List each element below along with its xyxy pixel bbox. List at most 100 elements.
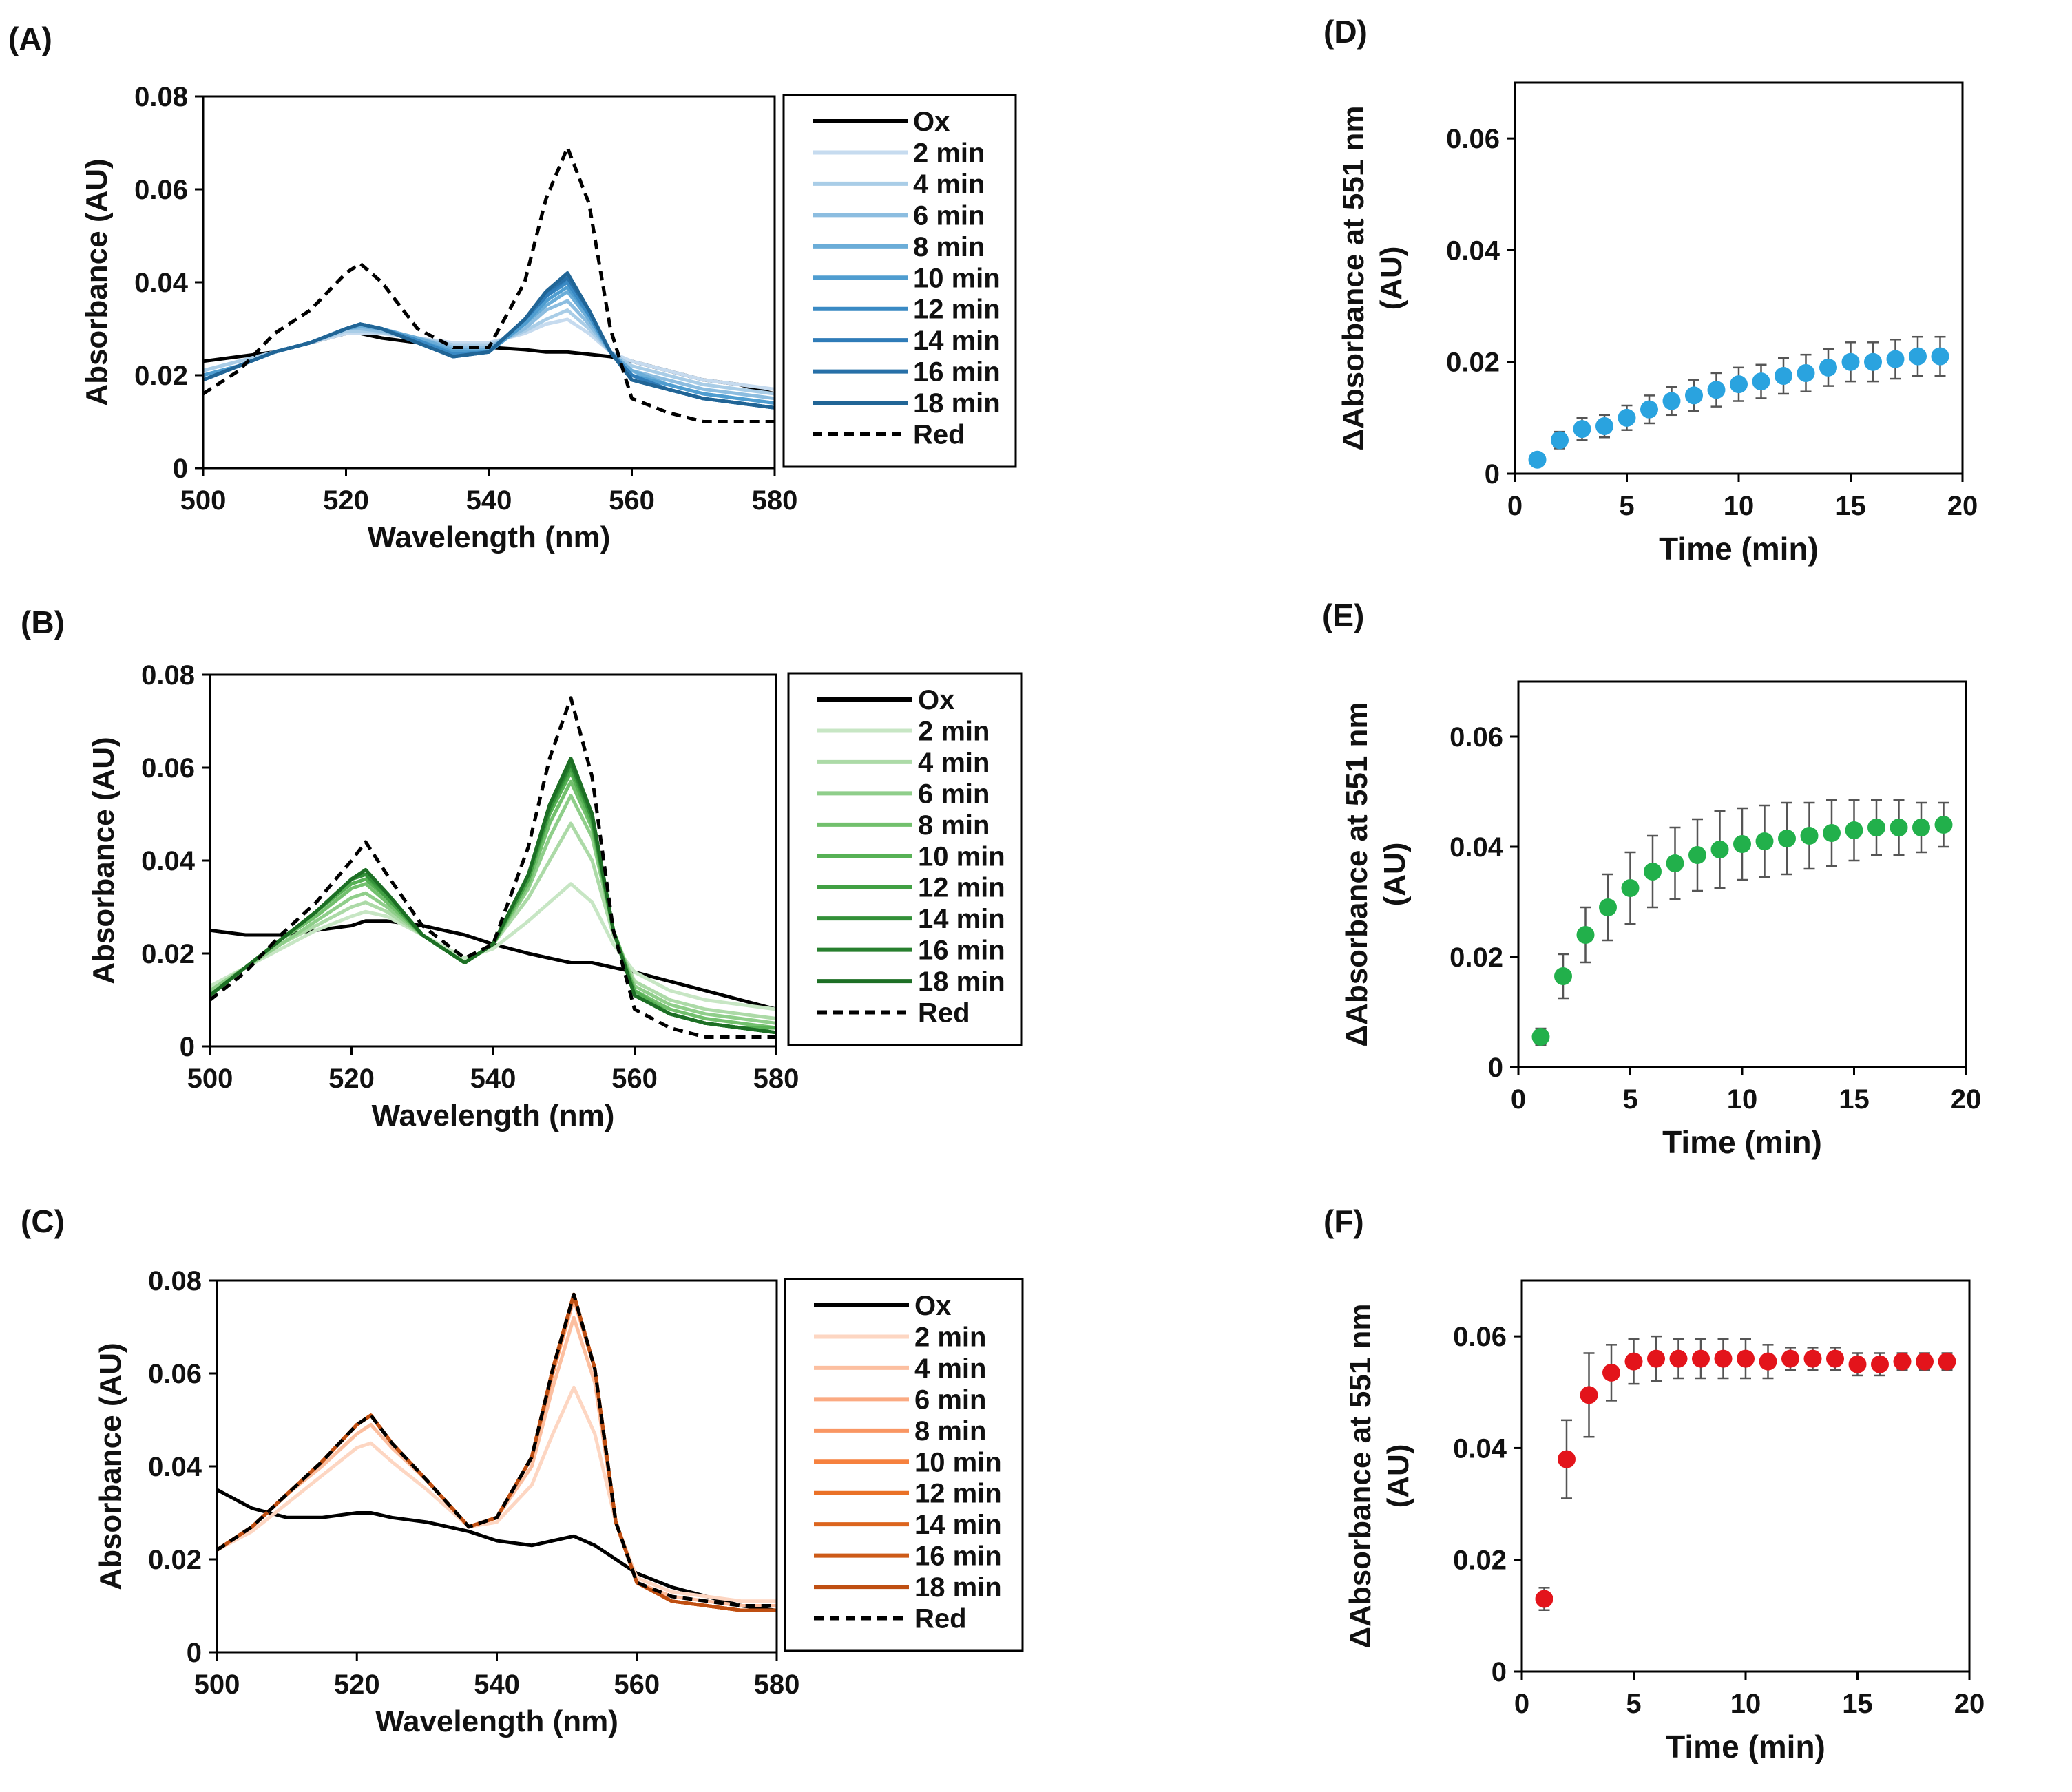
legend-entry: 18 min — [913, 388, 1001, 419]
x-tick-label: 0 — [1514, 1689, 1529, 1719]
data-point — [1733, 835, 1751, 853]
x-tick-label: 10 — [1727, 1084, 1758, 1115]
data-points — [1531, 799, 1953, 1046]
y-tick-label: 0 — [173, 454, 188, 484]
x-axis-label: Time (min) — [1659, 531, 1819, 567]
data-point — [1775, 367, 1792, 385]
legend-entry: 2 min — [913, 138, 985, 168]
data-point — [1558, 1450, 1576, 1468]
y-tick-label: 0 — [180, 1032, 195, 1062]
legend-entry: 16 min — [913, 357, 1001, 388]
data-point — [1528, 450, 1547, 469]
plot-frame — [216, 1279, 778, 1654]
data-point — [1841, 352, 1860, 371]
panel-label: (C) — [21, 1203, 65, 1239]
y-tick-label: 0 — [1492, 1657, 1507, 1687]
series-line-4-min — [216, 1316, 777, 1607]
data-point — [1573, 420, 1591, 439]
y-tick-label: 0.02 — [134, 361, 188, 391]
x-tick-label: 540 — [466, 485, 512, 516]
series-line-2-min — [209, 882, 777, 1011]
y-axis-label: Absorbance (AU) — [87, 737, 121, 984]
data-point — [1618, 408, 1636, 427]
data-point — [1800, 827, 1819, 845]
data-point — [1909, 347, 1927, 366]
series-line-4-min — [209, 821, 777, 1020]
legend-entry: 6 min — [918, 779, 990, 809]
series-line-10-min — [216, 1292, 777, 1612]
series-group — [216, 1292, 777, 1612]
y-tick-label: 0.06 — [148, 1359, 202, 1389]
data-point — [1662, 392, 1681, 410]
x-tick-label: 0 — [1507, 491, 1522, 521]
series-line-18-min — [216, 1292, 777, 1612]
y-tick-label: 0.04 — [141, 846, 196, 876]
legend-entry: 4 min — [913, 169, 985, 200]
data-point — [1624, 1352, 1643, 1371]
legend-entry: 18 min — [914, 1572, 1002, 1603]
data-point — [1886, 350, 1905, 368]
legend-entry: 6 min — [913, 200, 985, 231]
x-tick-label: 15 — [1839, 1084, 1870, 1115]
legend-entry: 16 min — [914, 1541, 1002, 1572]
x-tick-label: 5 — [1626, 1689, 1641, 1719]
legend-entry: Ox — [913, 107, 950, 137]
data-point — [1752, 372, 1770, 391]
y-tick-label: 0.06 — [1450, 722, 1503, 752]
x-tick-label: 5 — [1619, 491, 1634, 521]
legend-entry: Ox — [918, 685, 954, 715]
x-tick-label: 5 — [1622, 1084, 1637, 1115]
y-tick-label: 0.02 — [141, 939, 195, 969]
data-point — [1823, 824, 1841, 842]
y-tick-label: 0.04 — [1446, 235, 1500, 266]
x-axis-label: Wavelength (nm) — [368, 520, 611, 554]
data-point — [1531, 1028, 1550, 1046]
data-point — [1890, 819, 1908, 836]
series-line-2-min — [202, 317, 775, 391]
y-axis-label: Absorbance (AU) — [94, 1342, 127, 1590]
legend-entry: 2 min — [918, 716, 990, 746]
data-point — [1688, 846, 1706, 864]
panel-label: (E) — [1322, 599, 1364, 633]
data-point — [1710, 841, 1729, 858]
x-axis-label: Time (min) — [1666, 1729, 1825, 1764]
series-line-6-min — [209, 794, 777, 1025]
legend-entry: 12 min — [918, 873, 1005, 903]
series-line-16-min — [209, 761, 777, 1035]
data-points — [1528, 335, 1949, 469]
data-point — [1864, 352, 1882, 371]
x-tick-label: 520 — [328, 1064, 375, 1094]
legend-entry: Ox — [914, 1291, 951, 1321]
chart-panel-e: (E) 0 0.02 0.04 0.06 0 5 10 15 20 Time (min) ΔAbsor… — [1322, 599, 1981, 1160]
data-point — [1755, 832, 1774, 850]
data-point — [1730, 375, 1748, 394]
data-point — [1893, 1352, 1912, 1371]
data-point — [1644, 863, 1662, 881]
chart-panel-d: (D) 0 0.02 0.04 0.06 0 5 10 15 20 Time (min) ΔAbsor… — [1323, 14, 1978, 567]
legend-entry: Red — [918, 998, 970, 1029]
legend-entry: 8 min — [914, 1416, 986, 1446]
data-point — [1803, 1349, 1822, 1368]
panel-label: (B) — [21, 604, 65, 640]
y-tick-label: 0.08 — [148, 1266, 202, 1296]
y-axis-label-line1: ΔAbsorbance at 551 nm — [1340, 702, 1374, 1046]
plot-frame — [202, 95, 776, 470]
data-point — [1916, 1352, 1934, 1371]
data-point — [1797, 363, 1815, 382]
data-point — [1640, 400, 1658, 419]
series-line-16-min — [216, 1292, 777, 1612]
data-point — [1647, 1349, 1665, 1368]
series-group — [209, 696, 777, 1039]
y-tick-label: 0.02 — [148, 1545, 202, 1575]
data-point — [1707, 381, 1726, 399]
data-point — [1912, 819, 1930, 836]
y-tick-label: 0.04 — [1450, 832, 1504, 863]
panel-label: (D) — [1323, 14, 1368, 50]
legend-entry: 8 min — [913, 232, 985, 262]
data-point — [1599, 898, 1617, 916]
x-tick-label: 500 — [194, 1669, 240, 1700]
data-point — [1781, 1349, 1799, 1368]
x-axis-label: Wavelength (nm) — [372, 1099, 615, 1132]
y-tick-label: 0.04 — [134, 268, 189, 298]
series-line-ox — [216, 1488, 777, 1612]
